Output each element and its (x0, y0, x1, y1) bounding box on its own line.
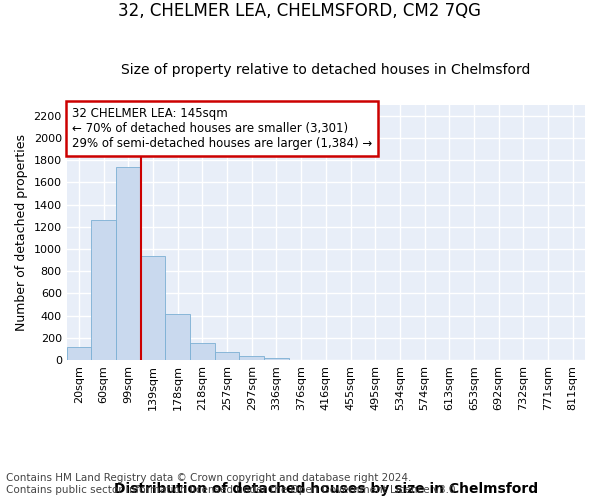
Bar (67, 347, 91, 360)
Bar (264, 358, 289, 360)
Bar (190, 344, 215, 360)
Text: Contains HM Land Registry data © Crown copyright and database right 2024.
Contai: Contains HM Land Registry data © Crown c… (6, 474, 459, 495)
Y-axis label: Number of detached properties: Number of detached properties (15, 134, 28, 331)
Bar (215, 352, 239, 360)
Bar (166, 314, 190, 360)
Bar (116, 167, 141, 360)
Text: 32 CHELMER LEA: 145sqm
← 70% of detached houses are smaller (3,301)
29% of semi-: 32 CHELMER LEA: 145sqm ← 70% of detached… (72, 107, 372, 150)
Title: Size of property relative to detached houses in Chelmsford: Size of property relative to detached ho… (121, 63, 530, 77)
Bar (91, 220, 116, 360)
X-axis label: Distribution of detached houses by size in Chelmsford: Distribution of detached houses by size … (114, 482, 538, 496)
Text: 32, CHELMER LEA, CHELMSFORD, CM2 7QG: 32, CHELMER LEA, CHELMSFORD, CM2 7QG (119, 2, 482, 21)
Bar (239, 356, 264, 360)
Bar (141, 256, 166, 360)
